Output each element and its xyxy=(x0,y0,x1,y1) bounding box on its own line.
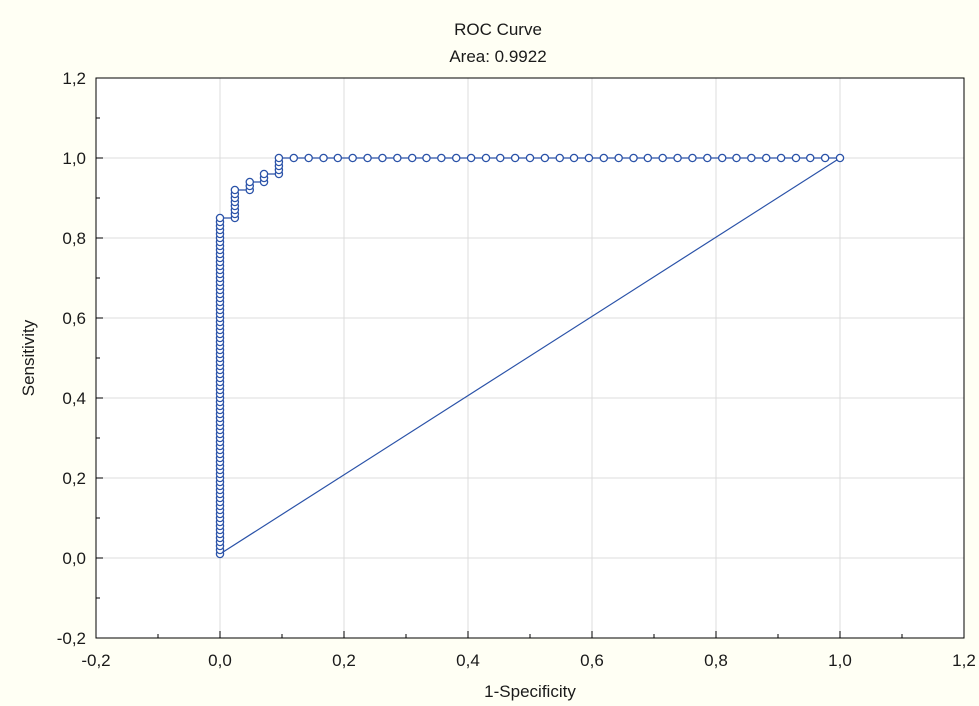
roc-point xyxy=(245,177,255,187)
roc-point xyxy=(555,153,565,163)
roc-point xyxy=(259,169,269,179)
y-tick-label: -0,2 xyxy=(57,629,86,648)
roc-point xyxy=(422,153,431,163)
y-tick-label: 0,8 xyxy=(62,229,86,248)
roc-point xyxy=(673,153,682,163)
x-tick-label: 0,0 xyxy=(208,651,232,670)
chart-title: ROC Curve xyxy=(454,20,542,39)
roc-point xyxy=(643,153,653,163)
roc-point xyxy=(761,153,771,163)
chart-subtitle: Area: 0.9922 xyxy=(449,47,546,66)
y-tick-label: 0,4 xyxy=(62,389,86,408)
roc-point xyxy=(776,153,786,163)
roc-point xyxy=(614,153,623,163)
roc-point xyxy=(599,153,609,163)
roc-point xyxy=(629,153,638,163)
roc-point xyxy=(437,153,446,163)
y-tick-label: 1,0 xyxy=(62,149,86,168)
y-tick-label: 0,2 xyxy=(62,469,86,488)
roc-point xyxy=(525,153,535,163)
roc-point xyxy=(495,153,505,163)
roc-point xyxy=(791,153,801,163)
roc-point xyxy=(230,185,240,195)
roc-point xyxy=(732,153,741,163)
x-tick-labels: -0,2 0,0 0,2 0,4 0,6 0,8 1,0 1,2 xyxy=(81,651,975,670)
x-tick-label: 0,8 xyxy=(704,651,728,670)
roc-point xyxy=(466,153,476,163)
roc-point xyxy=(510,153,520,163)
x-tick-label: -0,2 xyxy=(81,651,110,670)
x-tick-label: 0,6 xyxy=(580,651,604,670)
x-tick-label: 1,0 xyxy=(828,651,852,670)
tick-marks xyxy=(95,77,965,639)
roc-point xyxy=(451,153,461,163)
roc-point xyxy=(820,153,830,163)
roc-point xyxy=(717,153,727,163)
roc-point xyxy=(393,153,402,163)
roc-point xyxy=(348,153,357,163)
x-tick-label: 1,2 xyxy=(952,651,976,670)
roc-point xyxy=(407,153,417,163)
roc-point xyxy=(540,153,550,163)
roc-point xyxy=(378,153,387,163)
reference-line-layer xyxy=(219,157,841,555)
x-axis-title: 1-Specificity xyxy=(484,682,576,701)
y-tick-label: 1,2 xyxy=(62,69,86,88)
roc-curve-layer xyxy=(215,153,845,559)
roc-point xyxy=(747,153,756,163)
x-tick-label: 0,2 xyxy=(332,651,356,670)
y-tick-labels: -0,2 0,0 0,2 0,4 0,6 0,8 1,0 1,2 xyxy=(57,69,86,648)
roc-point xyxy=(688,153,697,163)
y-axis-title: Sensitivity xyxy=(19,319,38,396)
roc-point xyxy=(658,153,667,163)
y-tick-label: 0,0 xyxy=(62,549,86,568)
roc-point xyxy=(319,153,328,163)
y-tick-label: 0,6 xyxy=(62,309,86,328)
reference-line xyxy=(219,157,841,555)
roc-point xyxy=(805,153,815,163)
roc-point xyxy=(363,153,372,163)
roc-point xyxy=(481,153,491,163)
x-tick-label: 0,4 xyxy=(456,651,480,670)
roc-point xyxy=(274,153,284,163)
roc-point xyxy=(703,153,712,163)
roc-point xyxy=(333,153,343,163)
roc-point xyxy=(584,153,594,163)
roc-point xyxy=(215,213,225,223)
roc-point xyxy=(289,153,299,163)
roc-point xyxy=(569,153,579,163)
roc-point xyxy=(304,153,313,163)
roc-point xyxy=(835,153,845,163)
